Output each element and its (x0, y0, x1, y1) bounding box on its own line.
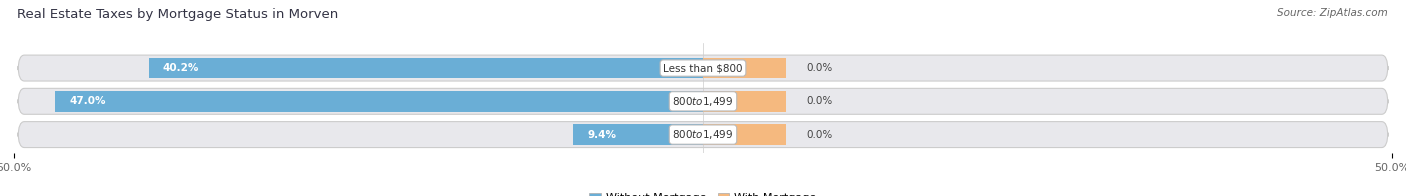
FancyBboxPatch shape (18, 55, 1388, 81)
Text: 0.0%: 0.0% (807, 96, 832, 106)
Bar (703, 58, 786, 78)
Text: Source: ZipAtlas.com: Source: ZipAtlas.com (1277, 8, 1388, 18)
Legend: Without Mortgage, With Mortgage: Without Mortgage, With Mortgage (585, 189, 821, 196)
Text: $800 to $1,499: $800 to $1,499 (672, 128, 734, 141)
Text: 9.4%: 9.4% (588, 130, 616, 140)
Text: Less than $800: Less than $800 (664, 63, 742, 73)
Text: Real Estate Taxes by Mortgage Status in Morven: Real Estate Taxes by Mortgage Status in … (17, 8, 337, 21)
Text: $800 to $1,499: $800 to $1,499 (672, 95, 734, 108)
Text: 47.0%: 47.0% (69, 96, 105, 106)
Bar (574, 124, 703, 145)
Text: 0.0%: 0.0% (807, 130, 832, 140)
Text: 40.2%: 40.2% (163, 63, 200, 73)
Bar (149, 58, 703, 78)
Bar (703, 91, 786, 112)
FancyBboxPatch shape (18, 122, 1388, 148)
FancyBboxPatch shape (18, 88, 1388, 114)
Bar (55, 91, 703, 112)
Text: 0.0%: 0.0% (807, 63, 832, 73)
Bar (703, 124, 786, 145)
